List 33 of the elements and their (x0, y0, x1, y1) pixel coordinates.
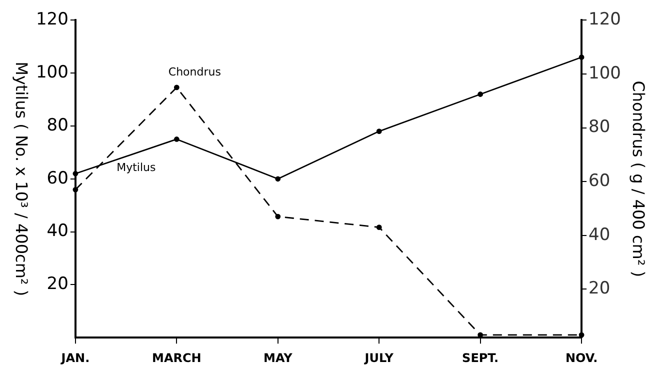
x-tick-label: SEPT. (462, 350, 499, 365)
point (478, 92, 484, 97)
point (275, 214, 281, 220)
y-axis-title: Mytilus ( No. x 10³ / 400cm² ) (12, 62, 31, 296)
y-tick-label: 120 (36, 10, 68, 30)
x-tick-label: JULY (364, 350, 394, 365)
y2-tick-label: 60 (588, 171, 610, 192)
x-tick-label: JAN. (60, 350, 90, 365)
point (578, 332, 584, 338)
series-label: Mytilus (116, 160, 156, 174)
x-tick-label: NOV. (565, 350, 598, 365)
series-label: Chondrus (168, 65, 222, 78)
y2-axis-title: Chondrus ( g / 400 cm² ) (628, 80, 648, 278)
point (174, 84, 180, 90)
point (72, 186, 78, 192)
y-tick-label: 60 (46, 168, 68, 188)
point (376, 128, 382, 134)
y2-tick-label: 100 (588, 63, 622, 84)
point (376, 224, 382, 230)
y-tick-label: 100 (36, 62, 68, 83)
point (578, 54, 584, 60)
point (275, 176, 281, 182)
x-tick-label: MAY (264, 350, 293, 365)
point (72, 170, 78, 176)
y-tick-label: 20 (46, 274, 68, 294)
y2-tick-label: 40 (588, 224, 610, 245)
y-tick-label: 80 (46, 115, 68, 136)
point (174, 136, 180, 142)
y-tick-label: 40 (46, 221, 68, 242)
x-tick-label: MARCH (152, 350, 202, 365)
y2-tick-label: 80 (588, 117, 610, 138)
y2-tick-label: 120 (588, 10, 622, 30)
y2-tick-label: 20 (588, 278, 610, 299)
